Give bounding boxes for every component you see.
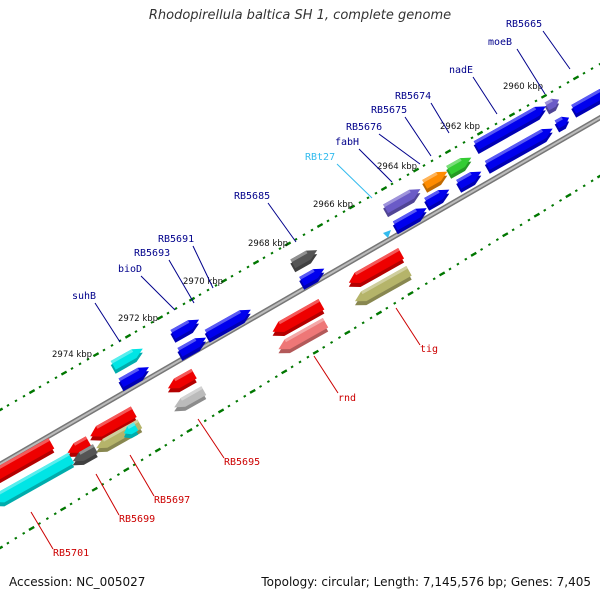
gene-label: RB5676 (346, 122, 382, 133)
gene-label: bioD (118, 264, 142, 275)
scale-track-bottom (0, 174, 600, 550)
gene-rb5674 (446, 157, 472, 179)
gene-tig (354, 265, 412, 306)
label-leader-line (336, 163, 373, 199)
gene-label: suhB (72, 291, 96, 302)
scale-label: 2966 kbp (313, 200, 353, 210)
label-leader-line (30, 511, 54, 550)
gene-cyan-small (123, 422, 139, 439)
label-leader-line (95, 473, 120, 516)
gene-moeb (544, 98, 560, 115)
gene-label: rnd (338, 393, 356, 404)
label-leader-line (267, 202, 297, 243)
gene-label: RB5699 (119, 514, 155, 525)
gene-label: moeB (488, 37, 512, 48)
gene-tig-upper (348, 248, 405, 288)
gene-rb5676c (392, 208, 427, 235)
gene-rnd-red (272, 299, 325, 337)
gene-label: RB5665 (506, 19, 542, 30)
scale-label: 2974 kbp (52, 350, 92, 360)
gene-rb5691 (204, 309, 251, 343)
gene-rb5676b (424, 189, 450, 211)
gene-label: RB5697 (154, 495, 190, 506)
label-leader-line (430, 102, 450, 134)
gene-label: tig (420, 344, 438, 355)
label-leader-line (197, 418, 225, 459)
genome-backbone (0, 114, 600, 468)
accession-text: Accession: NC_005027 (9, 575, 146, 589)
gene-label: RB5675 (371, 105, 407, 116)
label-leader-line (516, 48, 546, 95)
gene-rb5685 (290, 250, 318, 273)
scale-label: 2968 kbp (248, 239, 288, 249)
gene-label: fabH (335, 137, 359, 148)
gene-rb5693b (177, 337, 207, 361)
label-leader-line (168, 259, 195, 304)
gene-label: RB5674 (395, 91, 431, 102)
gene-nade-row2 (484, 128, 553, 174)
gene-rb5676 (383, 189, 421, 218)
gene-rb5695-red (167, 368, 197, 393)
gene-rb5665 (571, 89, 600, 118)
label-leader-line (94, 302, 121, 343)
scale-label: 2960 kbp (503, 82, 543, 92)
label-leader-line (358, 148, 393, 183)
gene-rb5697-red (90, 406, 137, 441)
scale-label: 2972 kbp (118, 314, 158, 324)
label-leader-line (378, 133, 421, 165)
gene-rb5675 (422, 171, 448, 193)
scale-track-top (0, 62, 600, 412)
scale-label: 2970 kbp (183, 277, 223, 287)
gene-label: RB5695 (224, 457, 260, 468)
gene-rb5693 (170, 319, 200, 343)
gene-label: RB5693 (134, 248, 170, 259)
gene-rb5701-red (0, 438, 55, 483)
gene-rb5685b (299, 268, 325, 290)
gene-suhb-b (118, 367, 149, 392)
label-leader-line (140, 275, 176, 311)
gene-fabh (456, 171, 482, 193)
gene-rbt27 (383, 230, 391, 238)
gene-nade (473, 106, 546, 154)
scale-label: 2962 kbp (440, 122, 480, 132)
gene-label: RB5685 (234, 191, 270, 202)
label-leader-line (129, 454, 155, 497)
gene-label: RBt27 (305, 152, 335, 163)
label-leader-line (395, 307, 421, 346)
gene-rb5699 (72, 444, 98, 466)
label-leader-line (472, 76, 498, 115)
gene-label: RB5701 (53, 548, 89, 559)
map-title: Rhodopirellula baltica SH 1, complete ge… (148, 8, 452, 23)
topology-text: Topology: circular; Length: 7,145,576 bp… (261, 575, 591, 589)
gene-rb5695 (174, 386, 207, 412)
gene-rnd (278, 317, 329, 354)
gene-label: nadE (449, 65, 473, 76)
gene-rb5701 (0, 452, 75, 507)
label-leader-line (192, 245, 214, 289)
label-leader-line (313, 355, 339, 394)
gene-label: RB5691 (158, 234, 194, 245)
label-leader-line (542, 30, 571, 70)
scale-label: 2964 kbp (377, 162, 417, 172)
gene-suhb (110, 348, 143, 374)
gene-rb5674-small (554, 116, 570, 133)
label-leader-line (404, 116, 432, 157)
